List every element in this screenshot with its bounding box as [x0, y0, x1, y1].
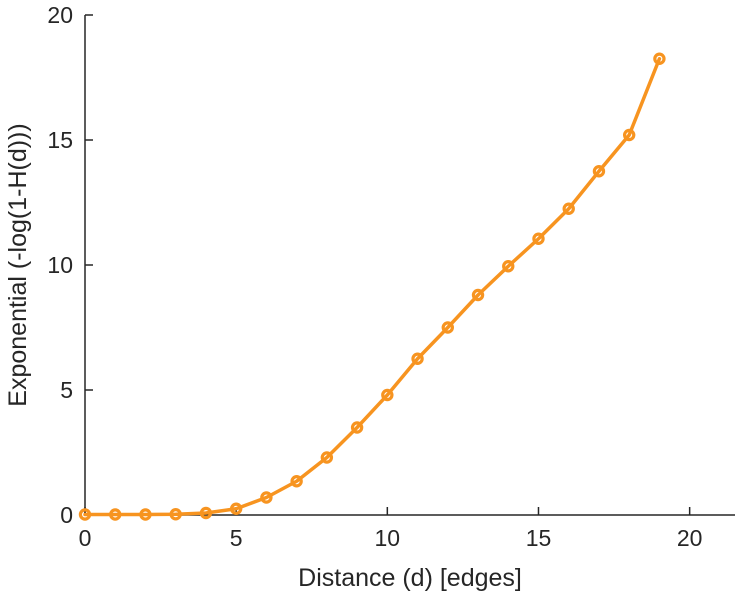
x-tick-label: 0 — [79, 525, 92, 551]
x-tick-label: 20 — [677, 525, 703, 551]
data-point-marker — [653, 52, 666, 65]
x-tick-label: 5 — [230, 525, 243, 551]
data-point-marker — [592, 165, 606, 178]
y-axis-label: Exponential (-log(1-H(d))) — [4, 123, 32, 406]
y-tick-label: 20 — [47, 2, 73, 28]
data-point-marker — [109, 508, 122, 521]
y-tick-label: 15 — [47, 127, 73, 153]
data-point-marker — [199, 506, 213, 520]
data-point-marker — [290, 475, 303, 488]
y-tick-label: 0 — [60, 502, 73, 528]
y-tick-label: 10 — [47, 252, 73, 278]
data-point-marker — [78, 508, 92, 521]
data-line — [83, 57, 662, 517]
data-point-marker — [260, 491, 273, 504]
x-axis-label: Distance (d) [edges] — [298, 564, 522, 592]
data-point-marker — [441, 321, 454, 334]
x-tick-label: 10 — [375, 525, 401, 551]
data-point-marker — [622, 128, 636, 142]
data-point-marker — [562, 202, 575, 215]
x-tick-label: 15 — [526, 525, 552, 551]
data-point-marker — [381, 388, 394, 402]
data-point-marker — [471, 288, 485, 302]
data-point-marker — [139, 508, 152, 521]
data-point-marker — [502, 260, 515, 273]
y-tick-label: 5 — [60, 377, 73, 403]
data-point-marker — [169, 508, 182, 521]
data-point-marker — [532, 232, 545, 245]
data-point-marker — [320, 451, 334, 464]
data-point-marker — [411, 352, 424, 365]
data-point-marker — [350, 421, 364, 434]
data-point-marker — [229, 502, 243, 515]
